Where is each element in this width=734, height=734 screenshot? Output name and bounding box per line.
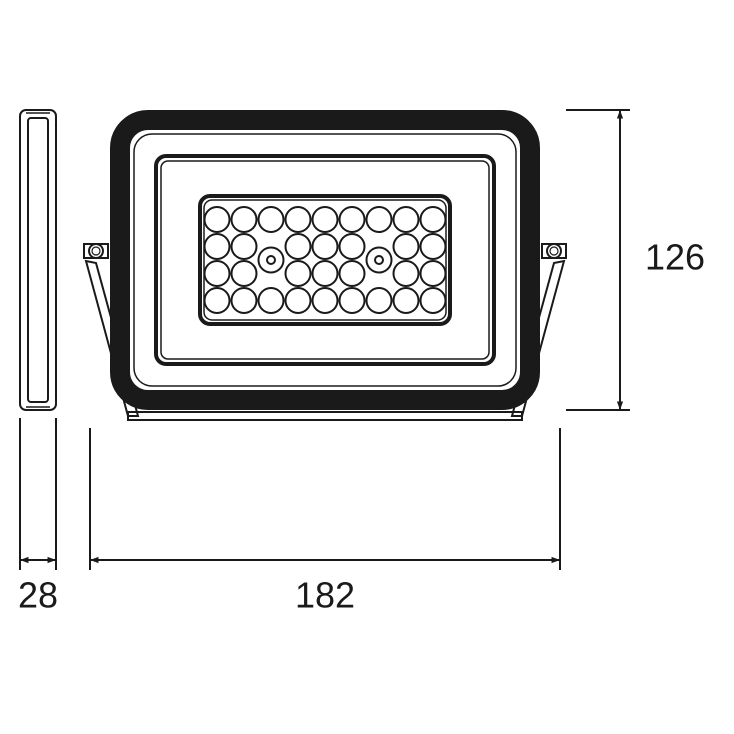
dim-width-line-arrow	[552, 557, 560, 563]
led-circle	[394, 234, 419, 259]
led-circle	[394, 261, 419, 286]
bracket-base	[128, 412, 522, 420]
led-circle	[313, 207, 338, 232]
panel-screw-hole	[375, 256, 383, 264]
led-circle	[286, 288, 311, 313]
led-circle	[205, 261, 230, 286]
led-circle	[313, 234, 338, 259]
led-circle	[286, 207, 311, 232]
led-circle	[205, 207, 230, 232]
led-circle	[232, 207, 257, 232]
led-circle	[286, 234, 311, 259]
led-circle	[232, 261, 257, 286]
bracket-pivot-right-inner	[550, 247, 558, 255]
led-circle	[232, 288, 257, 313]
led-circle	[313, 288, 338, 313]
led-circle	[259, 288, 284, 313]
led-circle	[367, 288, 392, 313]
bracket-pivot-right	[547, 244, 561, 258]
led-circle	[394, 288, 419, 313]
led-circle	[394, 207, 419, 232]
led-circle	[205, 288, 230, 313]
led-circle	[421, 261, 446, 286]
led-circle	[205, 234, 230, 259]
side-view-outer	[20, 110, 56, 410]
dim-depth-line-arrow	[48, 557, 56, 563]
dim-depth-line-arrow	[20, 557, 28, 563]
led-circle	[313, 261, 338, 286]
bracket-pivot-left	[89, 244, 103, 258]
led-circle	[340, 261, 365, 286]
bracket-arm-right	[542, 244, 566, 258]
led-circle	[340, 207, 365, 232]
led-circle	[232, 234, 257, 259]
dim-depth-label: 28	[18, 575, 58, 616]
dim-height-label: 126	[645, 237, 705, 278]
bracket-arm-left	[84, 244, 108, 258]
dim-width-line-arrow	[90, 557, 98, 563]
dim-height-line-arrow	[617, 402, 623, 410]
dim-width-label: 182	[295, 575, 355, 616]
led-circle	[340, 234, 365, 259]
panel-screw	[367, 248, 392, 273]
dim-height-line-arrow	[617, 110, 623, 118]
led-circle	[421, 207, 446, 232]
led-circle	[421, 234, 446, 259]
panel-screw-hole	[267, 256, 275, 264]
led-circle	[259, 207, 284, 232]
led-circle	[367, 207, 392, 232]
led-circle	[286, 261, 311, 286]
led-circle	[340, 288, 365, 313]
led-circle	[421, 288, 446, 313]
bracket-pivot-left-inner	[92, 247, 100, 255]
side-view-inner	[28, 118, 48, 402]
panel-screw	[259, 248, 284, 273]
